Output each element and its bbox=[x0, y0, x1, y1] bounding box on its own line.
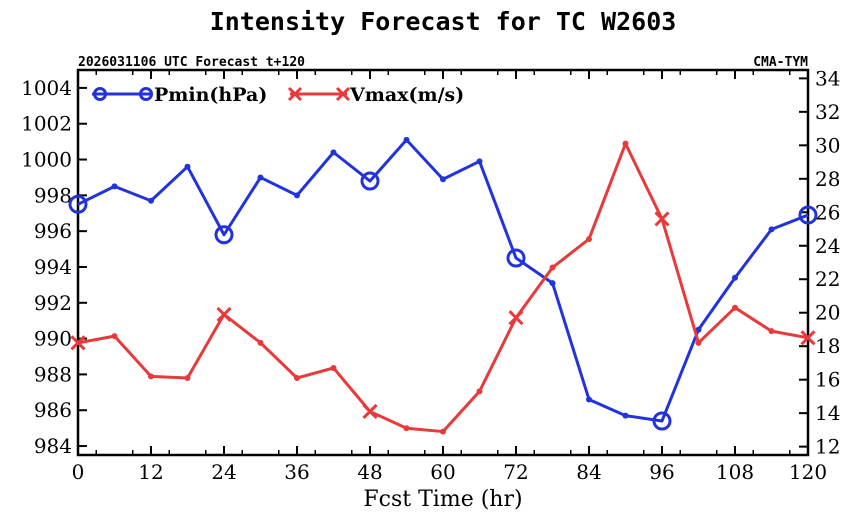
pmin-point bbox=[440, 176, 446, 183]
vmax-point-marker bbox=[362, 403, 378, 420]
vmax-point bbox=[622, 140, 629, 147]
vmax-point bbox=[440, 428, 446, 435]
vmax-point bbox=[403, 425, 410, 432]
right-tick-label: 26 bbox=[815, 200, 840, 224]
legend-vmax-label: Vmax(m/s) bbox=[349, 84, 464, 106]
pmin-point bbox=[403, 136, 410, 143]
x-axis-label: Fcst Time (hr) bbox=[363, 487, 522, 512]
pmin-point bbox=[586, 396, 592, 403]
chart-title: Intensity Forecast for TC W2603 bbox=[210, 7, 677, 36]
pmin-point-marker bbox=[68, 194, 88, 214]
right-tick-label: 24 bbox=[815, 234, 840, 258]
pmin-point-marker bbox=[360, 171, 380, 191]
x-tick-label: 60 bbox=[430, 460, 455, 484]
left-tick-label: 1004 bbox=[21, 76, 72, 100]
legend-pmin-marker-right bbox=[139, 87, 153, 101]
pmin-point-marker bbox=[652, 411, 672, 431]
right-tick-label: 14 bbox=[815, 401, 840, 425]
pmin-point bbox=[768, 226, 775, 233]
vmax-point-marker bbox=[216, 306, 232, 322]
vmax-point bbox=[549, 264, 556, 271]
pmin-point bbox=[111, 183, 118, 190]
vmax-point bbox=[148, 373, 154, 380]
pmin-point-marker bbox=[506, 248, 526, 268]
x-tick-label: 120 bbox=[789, 460, 827, 484]
vmax-point-marker bbox=[70, 335, 86, 351]
plot-frame bbox=[76, 68, 810, 457]
vmax-point bbox=[768, 328, 775, 335]
series-layer bbox=[68, 136, 818, 435]
left-tick-label: 986 bbox=[34, 398, 72, 422]
pmin-point bbox=[330, 149, 337, 156]
vmax-point-marker bbox=[508, 310, 524, 326]
left-tick-label: 984 bbox=[34, 434, 72, 458]
x-tick-label: 36 bbox=[284, 460, 309, 484]
left-tick-label: 994 bbox=[34, 255, 72, 279]
model-name-label: CMA-TYM bbox=[753, 55, 808, 70]
x-tick-label: 48 bbox=[357, 460, 382, 484]
x-tick-label: 72 bbox=[503, 460, 528, 484]
pmin-point-marker bbox=[798, 205, 818, 225]
x-tick-label: 0 bbox=[72, 460, 85, 484]
right-tick-label: 32 bbox=[815, 100, 840, 124]
left-tick-label: 996 bbox=[34, 219, 72, 243]
pmin-point bbox=[148, 197, 154, 204]
right-tick-label: 22 bbox=[815, 267, 840, 291]
legend-vmax-marker-right bbox=[335, 86, 351, 102]
left-tick-label: 990 bbox=[34, 327, 72, 351]
pmin-point bbox=[294, 192, 300, 199]
right-tick-label: 30 bbox=[815, 133, 840, 157]
right-tick-label: 16 bbox=[815, 368, 840, 392]
forecast-init-label: 2026031106 UTC Forecast t+120 bbox=[78, 55, 305, 70]
vmax-point bbox=[586, 236, 592, 243]
x-tick-label: 24 bbox=[211, 460, 236, 484]
vmax-point bbox=[294, 375, 300, 381]
right-tick-label: 12 bbox=[815, 435, 840, 459]
vmax-point-marker bbox=[800, 330, 816, 346]
x-tick-label: 84 bbox=[576, 460, 601, 484]
right-tick-label: 28 bbox=[815, 167, 840, 191]
series-line-vmax bbox=[77, 142, 809, 434]
x-tick-label: 12 bbox=[138, 460, 163, 484]
vmax-point bbox=[476, 388, 483, 395]
pmin-point bbox=[549, 280, 556, 287]
vmax-point bbox=[695, 339, 702, 346]
vmax-point bbox=[184, 375, 191, 381]
pmin-point bbox=[622, 412, 629, 419]
left-tick-label: 998 bbox=[34, 183, 72, 207]
right-tick-label: 20 bbox=[815, 301, 840, 325]
pmin-point bbox=[732, 274, 738, 281]
left-tick-label: 992 bbox=[34, 291, 72, 315]
left-tick-label: 1000 bbox=[21, 148, 72, 172]
vmax-point bbox=[257, 339, 264, 346]
pmin-point bbox=[257, 174, 264, 181]
pmin-point bbox=[476, 158, 483, 165]
vmax-point bbox=[111, 333, 118, 340]
right-tick-label: 18 bbox=[815, 334, 840, 358]
pmin-point bbox=[184, 163, 191, 170]
legend-vmax-marker-left bbox=[287, 86, 303, 102]
vmax-point bbox=[732, 304, 738, 311]
vmax-point-marker bbox=[654, 211, 670, 227]
legend-pmin-label: Pmin(hPa) bbox=[154, 84, 267, 106]
left-tick-label: 1002 bbox=[21, 112, 72, 136]
pmin-point-marker bbox=[214, 225, 234, 245]
x-tick-label: 96 bbox=[649, 460, 674, 484]
left-tick-label: 988 bbox=[34, 362, 72, 386]
axes: 0 12 24 36 48 60 72 84 96 108 120 984 986 988 990 992 99… bbox=[21, 66, 840, 484]
legend-pmin-marker-left bbox=[93, 87, 107, 101]
vmax-point bbox=[330, 364, 337, 371]
x-tick-label: 108 bbox=[716, 460, 754, 484]
right-tick-label: 34 bbox=[815, 66, 840, 90]
pmin-point bbox=[695, 326, 702, 333]
legend: Pmin(hPa) Vmax(m/s) bbox=[92, 84, 464, 106]
